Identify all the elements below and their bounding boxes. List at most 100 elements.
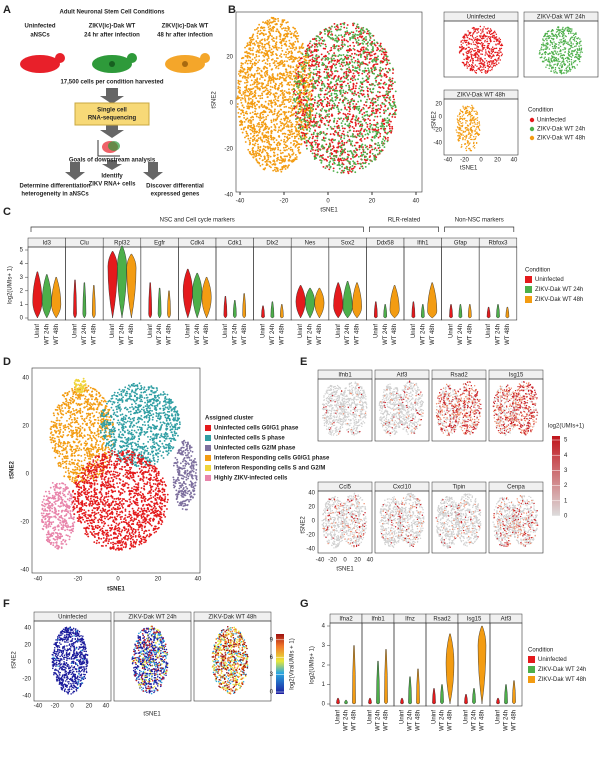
x-tick-label: Uninf: [35, 324, 41, 338]
x-tick-label: WT 24h: [120, 324, 126, 345]
legend-label: Uninfected: [535, 277, 564, 283]
cell-points: [172, 439, 198, 511]
facet-x-tick: -20: [460, 158, 469, 164]
mice: [20, 53, 210, 73]
x-tick-label: WT 24h: [195, 324, 201, 345]
violin: [333, 282, 344, 319]
legend-label: Highly ZIKV-infected cells: [214, 476, 288, 482]
legend-label: Inteferon Responding cells S and G2/M: [214, 466, 325, 472]
colorbar-tick-label: 0: [270, 690, 274, 696]
x-tick-label: WT 24h: [82, 324, 88, 345]
x-tick-label: WT 48h: [352, 710, 358, 731]
panel-label: C: [3, 206, 11, 218]
facet-x-tick: 40: [511, 158, 518, 164]
facet-frame: [374, 378, 430, 442]
x-tick-label: -20: [280, 199, 289, 205]
outcome-text: heterogeneity in aNSCs: [21, 192, 89, 198]
facet-label: ZIKV-Dak WT 24h: [537, 14, 585, 20]
cell-points: [293, 22, 397, 174]
legend-swatch: [205, 425, 211, 431]
panel-label: D: [3, 356, 11, 368]
cell-points: [322, 499, 346, 545]
x-tick-label: WT 48h: [384, 710, 390, 731]
facet-label: Uninfected: [467, 14, 496, 20]
facet-frame: [478, 246, 518, 321]
y-tick-label: -40: [20, 568, 29, 574]
cell-points: [538, 26, 583, 75]
x-tick-label: -20: [51, 704, 60, 710]
colorbar-tick-label: 5: [564, 438, 568, 444]
facet-label: Rsad2: [450, 372, 468, 378]
violin: [117, 245, 127, 319]
legend-swatch: [525, 296, 532, 303]
x-tick-label: 0: [326, 199, 330, 205]
condition-label: 48 hr after infection: [157, 33, 213, 39]
seq-text: RNA-sequencing: [88, 116, 137, 122]
x-tick-label: WT 24h: [420, 324, 426, 345]
x-tick-label: Uninf: [496, 710, 502, 724]
y-tick-label: 2: [322, 663, 326, 669]
facet-label: Gfap: [454, 240, 468, 246]
violin: [182, 268, 193, 319]
x-tick-label: WT 24h: [383, 324, 389, 345]
colorbar-tick-label: 1: [564, 498, 568, 504]
x-tick-label: 20: [86, 704, 93, 710]
colorbar: [552, 436, 560, 516]
facet-label: Cdk1: [228, 240, 243, 246]
facet-label: Ifnb1: [371, 616, 385, 622]
cell-points: [397, 492, 425, 548]
panel-label: B: [228, 4, 236, 16]
legend-swatch: [529, 126, 535, 132]
x-tick-label: 40: [195, 577, 202, 583]
legend-swatch: [205, 445, 211, 451]
facet-y-tick: 20: [435, 102, 442, 108]
y-tick-label: 40: [308, 491, 315, 497]
facet-label: Ifnb1: [338, 372, 352, 378]
violin: [449, 304, 453, 319]
violin: [107, 251, 118, 319]
arrows: [65, 88, 163, 180]
legend-swatch: [528, 666, 535, 673]
violin: [242, 293, 247, 319]
violin: [445, 633, 455, 705]
y-tick-label: 0: [28, 660, 32, 666]
cell-points: [340, 492, 368, 548]
x-tick-label: WT 48h: [355, 324, 361, 345]
facet-label: Id3: [43, 240, 52, 246]
x-tick-label: WT 24h: [345, 324, 351, 345]
x-tick-label: Uninf: [432, 710, 438, 724]
x-tick-label: WT 48h: [54, 324, 60, 345]
cell-points: [347, 387, 363, 434]
facet-label: Nes: [305, 240, 316, 246]
y-tick-label: 4: [322, 624, 326, 630]
legend-label: ZIKV-Dak WT 24h: [538, 667, 586, 673]
x-tick-label: -40: [316, 558, 325, 564]
facet-frame: [443, 20, 519, 78]
x-axis-label: tSNE1: [320, 208, 338, 214]
cell-points: [511, 494, 537, 546]
cell-points: [73, 377, 87, 394]
facet-label: Ifna2: [339, 616, 353, 622]
y-tick-label: -20: [22, 677, 31, 683]
facet-label: Isg15: [467, 616, 482, 622]
legend-swatch: [205, 465, 211, 471]
colorbar-tick-label: 4: [564, 453, 568, 459]
facet-label: Isg15: [509, 372, 524, 378]
seq-box: [74, 102, 150, 126]
x-tick-label: WT 24h: [472, 710, 478, 731]
x-tick-label: WT 24h: [440, 710, 446, 731]
facet-label: Egfr: [154, 240, 165, 246]
cell-points: [436, 495, 461, 549]
cell-points: [341, 496, 365, 548]
y-tick-label: 0: [26, 472, 30, 478]
violin: [201, 277, 212, 319]
facet-label: Atf3: [397, 372, 408, 378]
violin: [440, 684, 444, 705]
facet-label: Cenpa: [507, 484, 525, 490]
facet-label: Rbfox3: [488, 240, 508, 246]
x-tick-label: 40: [413, 199, 420, 205]
x-tick-label: WT 48h: [430, 324, 436, 345]
x-tick-label: WT 48h: [317, 324, 323, 345]
violin: [305, 287, 315, 319]
x-tick-label: WT 24h: [504, 710, 510, 731]
